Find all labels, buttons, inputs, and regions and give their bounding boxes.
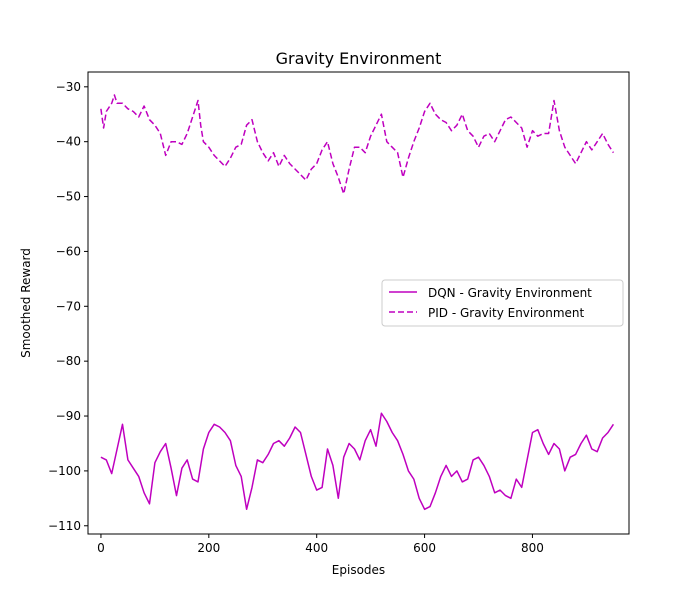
plot-area <box>87 71 630 535</box>
y-tick-label: −60 <box>56 244 81 258</box>
y-axis: −30 −40 −50 −60 −70 −80 −90 −100 −110 <box>48 80 88 533</box>
y-tick-label: −40 <box>56 135 81 149</box>
y-tick-label: −30 <box>56 80 81 94</box>
legend: DQN - Gravity Environment PID - Gravity … <box>381 279 624 327</box>
x-axis-title: Episodes <box>332 563 385 577</box>
x-axis: 0 200 400 600 800 <box>97 534 544 555</box>
x-tick-label: 200 <box>197 541 220 555</box>
series-line-pid <box>100 94 615 195</box>
y-tick-label: −100 <box>48 464 81 478</box>
y-axis-title: Smoothed Reward <box>19 248 33 358</box>
x-tick-label: 400 <box>305 541 328 555</box>
series-layer <box>100 94 615 511</box>
x-tick-label: 600 <box>413 541 436 555</box>
y-tick-label: −70 <box>56 299 81 313</box>
y-tick-label: −80 <box>56 354 81 368</box>
y-tick-label: −110 <box>48 519 81 533</box>
chart-title: Gravity Environment <box>276 49 442 68</box>
legend-label-dqn: DQN - Gravity Environment <box>428 286 592 300</box>
x-tick-label: 0 <box>97 541 105 555</box>
legend-frame <box>381 279 624 327</box>
y-tick-label: −90 <box>56 409 81 423</box>
x-tick-label: 800 <box>521 541 544 555</box>
plot-area-frame <box>87 71 630 535</box>
series-line-dqn <box>100 412 615 511</box>
legend-label-pid: PID - Gravity Environment <box>428 306 585 320</box>
y-tick-label: −50 <box>56 190 81 204</box>
